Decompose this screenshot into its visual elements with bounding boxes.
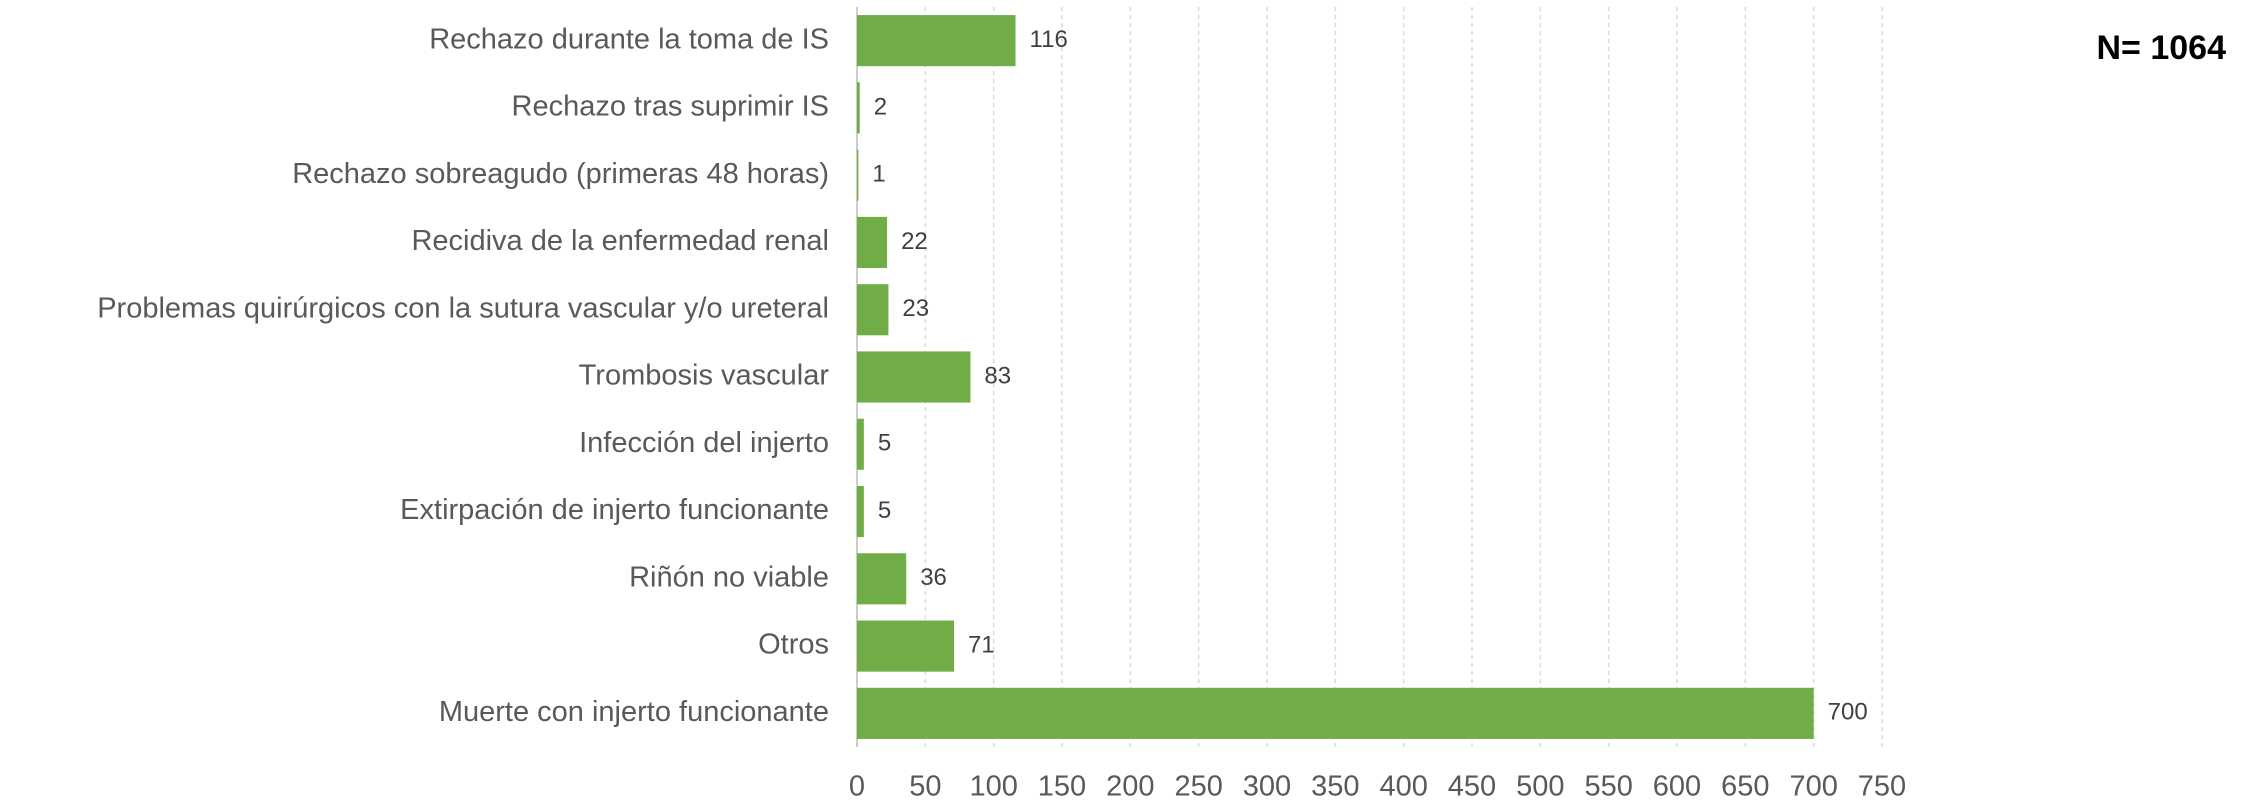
bar <box>857 82 860 133</box>
x-tick-label: 200 <box>1106 771 1154 803</box>
x-tick-label: 600 <box>1653 771 1701 803</box>
y-tick-label: Recidiva de la enfermedad renal <box>411 225 829 257</box>
bar <box>857 217 887 268</box>
value-label: 5 <box>878 497 891 524</box>
chart: N= 1064 05010015020025030035040045050055… <box>0 0 2244 805</box>
value-label: 5 <box>878 430 891 457</box>
x-tick-label: 700 <box>1789 771 1837 803</box>
x-tick-label: 450 <box>1448 771 1496 803</box>
value-label: 71 <box>968 631 995 658</box>
value-label: 36 <box>920 564 947 591</box>
y-tick-label: Rechazo tras suprimir IS <box>512 91 830 123</box>
x-tick-label: 100 <box>969 771 1017 803</box>
y-tick-label: Muerte con injerto funcionante <box>439 696 829 728</box>
value-label: 116 <box>1030 26 1068 53</box>
bar <box>857 419 864 470</box>
bar <box>857 486 864 537</box>
x-tick-label: 550 <box>1584 771 1632 803</box>
x-tick-label: 150 <box>1038 771 1086 803</box>
value-label: 23 <box>902 295 929 322</box>
y-tick-label: Rechazo sobreagudo (primeras 48 horas) <box>292 158 829 190</box>
y-tick-label: Trombosis vascular <box>579 360 830 392</box>
value-label: 22 <box>901 228 928 255</box>
x-tick-label: 500 <box>1516 771 1564 803</box>
y-tick-label: Rechazo durante la toma de IS <box>429 23 829 55</box>
x-tick-label: 750 <box>1858 771 1906 803</box>
y-tick-label: Riñón no viable <box>629 561 829 593</box>
bar <box>857 15 1016 66</box>
bar <box>857 150 858 201</box>
x-tick-label: 0 <box>849 771 865 803</box>
value-label: 2 <box>874 93 887 120</box>
x-tick-label: 50 <box>909 771 941 803</box>
annotation: N= 1064 <box>2097 29 2227 67</box>
y-tick-label: Otros <box>758 629 829 661</box>
y-tick-label: Problemas quirúrgicos con la sutura vasc… <box>97 292 829 324</box>
value-label: 700 <box>1828 699 1868 726</box>
x-tick-label: 350 <box>1311 771 1359 803</box>
bar <box>857 553 906 604</box>
y-tick-label: Infección del injerto <box>579 427 829 459</box>
page: {"chart_data": {"type": "hbar", "annotat… <box>0 0 2244 805</box>
x-tick-label: 650 <box>1721 771 1769 803</box>
value-label: 83 <box>984 362 1011 389</box>
x-tick-label: 250 <box>1174 771 1222 803</box>
y-tick-label: Extirpación de injerto funcionante <box>400 494 829 526</box>
bar <box>857 351 970 402</box>
x-tick-label: 400 <box>1379 771 1427 803</box>
bar <box>857 284 888 335</box>
x-tick-label: 300 <box>1243 771 1291 803</box>
bar <box>857 621 954 672</box>
bar <box>857 688 1814 739</box>
value-label: 1 <box>872 161 885 188</box>
